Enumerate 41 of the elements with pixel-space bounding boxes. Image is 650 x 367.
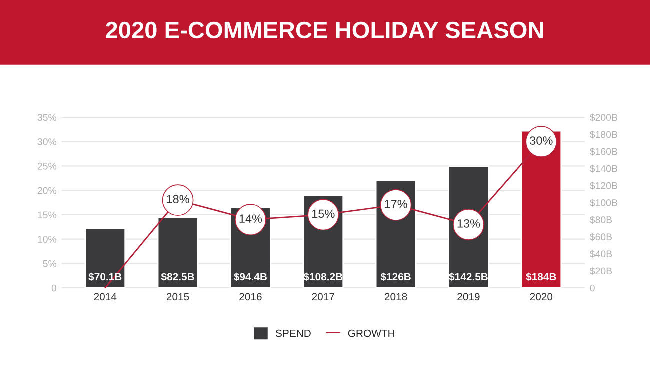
y-tick-label: 0 xyxy=(52,284,57,292)
data-label: $82.5B xyxy=(161,272,194,282)
x-tick-label: 2020 xyxy=(530,293,553,301)
data-label: $108.2B xyxy=(304,272,343,282)
x-tick-label: 2014 xyxy=(94,293,117,301)
legend-label: GROWTH xyxy=(348,330,394,338)
y2-tick-label: $140B xyxy=(590,164,618,173)
data-label: $126B xyxy=(380,272,411,282)
x-tick-label: 2018 xyxy=(384,293,408,301)
y2-tick-label: $60B xyxy=(590,233,612,242)
y2-tick-label: $80B xyxy=(590,216,612,224)
y2-tick-label: $200B xyxy=(590,114,618,122)
y2-tick-label: 0 xyxy=(590,284,595,292)
data-label: 14% xyxy=(240,214,262,223)
x-tick-label: 2015 xyxy=(166,293,190,301)
legend-label: SPEND xyxy=(276,330,311,338)
y-tick-label: 15% xyxy=(38,212,57,219)
y2-tick-label: $100B xyxy=(590,199,618,207)
y2-tick-label: $180B xyxy=(590,130,618,139)
data-label: $94.4B xyxy=(234,272,268,282)
y-tick-label: 5% xyxy=(43,260,57,268)
y2-tick-label: $120B xyxy=(590,182,618,190)
y-tick-label: 25% xyxy=(38,162,57,170)
x-tick-label: 2016 xyxy=(240,293,262,301)
bar xyxy=(84,228,126,288)
data-label: 15% xyxy=(312,210,335,218)
y-tick-label: 20% xyxy=(38,187,57,194)
y-tick-label: 35% xyxy=(38,114,57,122)
y2-tick-label: $160B xyxy=(590,148,618,156)
x-tick-label: 2017 xyxy=(312,293,334,301)
y-tick-label: 30% xyxy=(38,138,57,146)
y2-tick-label: $40B xyxy=(590,250,612,258)
data-label: 18% xyxy=(167,195,190,204)
chart-title: 2020 E-COMMERCE HOLIDAY SEASON xyxy=(106,22,544,39)
x-tick-label: 2019 xyxy=(458,293,480,301)
data-label: 17% xyxy=(385,200,408,208)
y-tick-label: 10% xyxy=(38,236,57,243)
data-label: 13% xyxy=(458,220,480,228)
data-label: $184B xyxy=(526,272,556,282)
data-label: 30% xyxy=(530,136,553,145)
y2-tick-label: $20B xyxy=(590,267,612,276)
